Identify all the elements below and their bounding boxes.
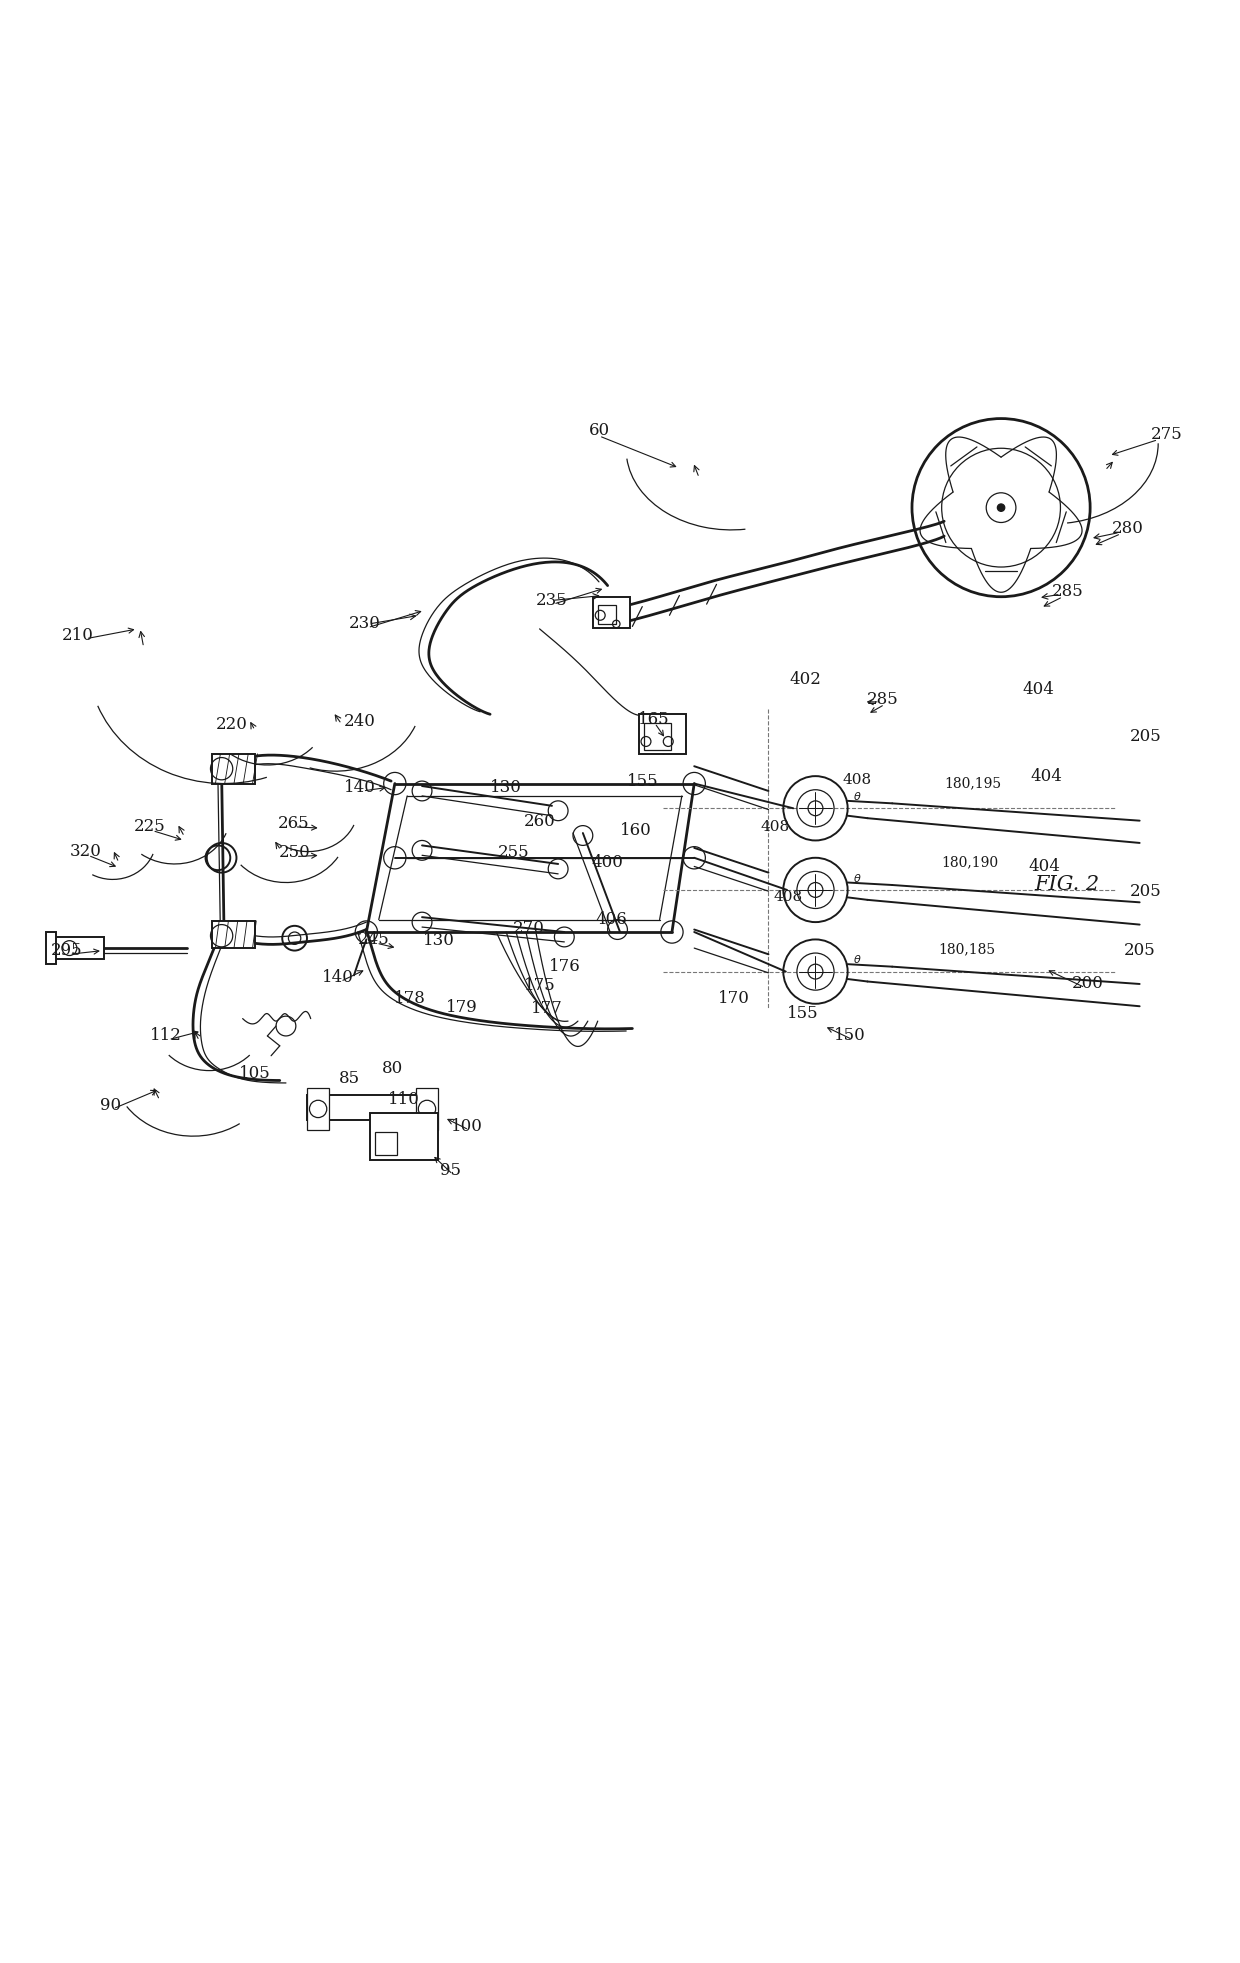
Bar xyxy=(308,1088,330,1131)
Text: 160: 160 xyxy=(620,822,652,838)
Text: 400: 400 xyxy=(591,854,624,872)
Text: 408: 408 xyxy=(774,891,802,905)
Text: 265: 265 xyxy=(278,815,309,832)
Text: 60: 60 xyxy=(589,422,610,440)
Circle shape xyxy=(997,504,1004,510)
Bar xyxy=(644,722,671,750)
Text: 205: 205 xyxy=(1130,728,1162,746)
Text: $\theta$: $\theta$ xyxy=(853,954,862,966)
Bar xyxy=(308,1095,436,1121)
Bar xyxy=(639,715,686,754)
Text: 155: 155 xyxy=(626,773,658,789)
Text: 200: 200 xyxy=(1071,976,1104,993)
Text: 404: 404 xyxy=(1028,858,1060,875)
Text: 404: 404 xyxy=(1022,681,1054,699)
Bar xyxy=(593,597,630,628)
Text: 95: 95 xyxy=(440,1162,461,1180)
Bar xyxy=(374,1133,397,1154)
Text: 285: 285 xyxy=(1052,583,1084,601)
Text: 295: 295 xyxy=(51,942,83,960)
Text: 176: 176 xyxy=(548,958,580,976)
Text: 205: 205 xyxy=(1130,883,1162,899)
Text: 112: 112 xyxy=(150,1027,182,1044)
Text: 140: 140 xyxy=(322,970,353,985)
Text: 140: 140 xyxy=(345,779,376,795)
Text: 110: 110 xyxy=(388,1091,419,1107)
Text: 155: 155 xyxy=(787,1005,818,1023)
Text: 270: 270 xyxy=(512,921,544,936)
Text: 165: 165 xyxy=(637,711,670,728)
Text: 177: 177 xyxy=(531,1001,563,1017)
Text: 402: 402 xyxy=(790,671,822,689)
Text: 178: 178 xyxy=(394,989,425,1007)
Bar xyxy=(46,932,56,964)
Text: 408: 408 xyxy=(843,773,872,787)
Bar xyxy=(370,1113,438,1160)
Text: 175: 175 xyxy=(523,978,556,993)
Text: 180,190: 180,190 xyxy=(941,856,998,870)
Text: 285: 285 xyxy=(867,691,898,709)
Text: 230: 230 xyxy=(350,616,381,632)
Text: 404: 404 xyxy=(1030,768,1063,785)
Text: 275: 275 xyxy=(1151,426,1183,444)
Text: 170: 170 xyxy=(718,989,750,1007)
Text: 225: 225 xyxy=(134,819,166,836)
Text: 210: 210 xyxy=(62,626,94,644)
Bar xyxy=(212,921,255,948)
Bar xyxy=(415,1088,438,1131)
Text: 408: 408 xyxy=(760,821,789,834)
Text: $\theta$: $\theta$ xyxy=(853,872,862,883)
Text: 180,185: 180,185 xyxy=(937,942,994,956)
Text: 255: 255 xyxy=(497,844,529,862)
Text: 105: 105 xyxy=(239,1064,270,1082)
Text: 260: 260 xyxy=(523,813,556,830)
Text: 130: 130 xyxy=(490,779,522,795)
Text: 240: 240 xyxy=(345,713,376,730)
Text: 80: 80 xyxy=(382,1060,403,1076)
Text: 235: 235 xyxy=(536,593,568,609)
Text: 180,195: 180,195 xyxy=(944,777,1001,791)
Text: 90: 90 xyxy=(99,1097,120,1113)
Text: 250: 250 xyxy=(279,844,310,862)
Text: 245: 245 xyxy=(358,930,389,948)
Text: 280: 280 xyxy=(1111,520,1143,538)
Text: 130: 130 xyxy=(423,932,455,950)
Text: 220: 220 xyxy=(216,716,248,732)
Bar xyxy=(598,605,616,624)
Text: 406: 406 xyxy=(595,911,627,928)
Text: FIG. 2: FIG. 2 xyxy=(1034,875,1100,895)
Text: 320: 320 xyxy=(69,842,102,860)
Bar xyxy=(212,754,255,783)
Bar xyxy=(48,936,104,960)
Text: 150: 150 xyxy=(835,1027,866,1044)
Text: 205: 205 xyxy=(1123,942,1156,960)
Text: $\theta$: $\theta$ xyxy=(853,789,862,803)
Text: 100: 100 xyxy=(450,1117,482,1135)
Text: 179: 179 xyxy=(445,999,477,1017)
Text: 85: 85 xyxy=(339,1070,360,1086)
